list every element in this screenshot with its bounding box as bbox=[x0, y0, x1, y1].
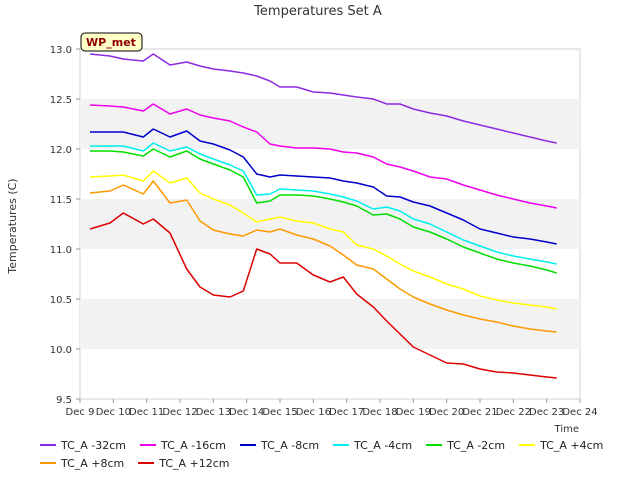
legend-item: TC_A -16cm bbox=[140, 439, 226, 452]
y-tick-label: 11.0 bbox=[50, 245, 72, 256]
legend-swatch bbox=[426, 444, 443, 446]
x-tick-label: Dec 12 bbox=[162, 407, 197, 418]
legend: TC_A -32cm TC_A -16cm TC_A -8cm TC_A -4c… bbox=[40, 436, 630, 472]
x-tick-label: Dec 22 bbox=[496, 407, 531, 418]
grid-band bbox=[80, 99, 580, 149]
legend-swatch bbox=[140, 444, 157, 446]
grid-band bbox=[80, 299, 580, 349]
x-tick-label: Dec 16 bbox=[296, 407, 331, 418]
series-line bbox=[89, 170, 557, 310]
site-badge-label: WP_met bbox=[86, 36, 136, 49]
x-tick-label: Dec 10 bbox=[96, 407, 131, 418]
y-tick-label: 10.5 bbox=[50, 295, 72, 306]
site-badge: WP_met bbox=[80, 32, 143, 52]
chart-title: Temperatures Set A bbox=[253, 4, 382, 19]
y-tick-label: 13.0 bbox=[50, 45, 72, 56]
x-tick-label: Dec 15 bbox=[262, 407, 297, 418]
legend-swatch bbox=[40, 444, 56, 446]
legend-label: TC_A +8cm bbox=[61, 456, 125, 470]
legend-swatch bbox=[519, 444, 536, 446]
y-tick-label: 11.5 bbox=[50, 195, 72, 206]
y-tick-label: 12.5 bbox=[50, 95, 72, 106]
legend-label: TC_A +12cm bbox=[159, 456, 230, 470]
series-line bbox=[89, 53, 557, 144]
y-tick-label: 10.0 bbox=[50, 345, 72, 356]
x-axis-label: Time bbox=[554, 424, 579, 435]
legend-label: TC_A -4cm bbox=[354, 438, 413, 452]
legend-item: TC_A -4cm bbox=[333, 439, 412, 452]
x-tick-label: Dec 17 bbox=[329, 407, 364, 418]
y-axis-label: Temperatures (C) bbox=[6, 178, 19, 274]
legend-item: TC_A +4cm bbox=[519, 439, 603, 452]
x-tick-label: Dec 11 bbox=[129, 407, 164, 418]
legend-label: TC_A -8cm bbox=[261, 438, 320, 452]
legend-swatch bbox=[40, 462, 56, 464]
legend-swatch bbox=[138, 462, 155, 464]
series-line bbox=[89, 212, 557, 379]
background-bands bbox=[80, 99, 580, 349]
legend-item: TC_A +12cm bbox=[138, 456, 230, 470]
x-tick-label: Dec 20 bbox=[429, 407, 464, 418]
y-tick-label: 12.0 bbox=[50, 145, 72, 156]
series-line bbox=[90, 148, 557, 274]
series-lines bbox=[89, 53, 557, 379]
y-axis: 9.5 10.0 10.5 11.0 11.5 12.0 12.5 13.0 bbox=[50, 45, 80, 406]
grid-band bbox=[80, 199, 580, 249]
legend-item: TC_A +8cm bbox=[40, 457, 124, 470]
x-tick-label: Dec 19 bbox=[396, 407, 431, 418]
legend-item: TC_A -2cm bbox=[426, 439, 505, 452]
legend-label: TC_A -32cm bbox=[61, 438, 127, 452]
y-tick-label: 9.5 bbox=[56, 395, 72, 406]
x-tick-label: Dec 23 bbox=[529, 407, 564, 418]
x-tick-label: Dec 13 bbox=[196, 407, 231, 418]
x-tick-label: Dec 14 bbox=[229, 407, 264, 418]
series-line bbox=[89, 180, 557, 333]
series-line bbox=[89, 103, 557, 209]
legend-label: TC_A +4cm bbox=[540, 438, 604, 452]
legend-label: TC_A -16cm bbox=[161, 438, 227, 452]
legend-label: TC_A -2cm bbox=[447, 438, 506, 452]
series-line bbox=[90, 128, 557, 245]
x-tick-label: Dec 21 bbox=[462, 407, 497, 418]
legend-item: TC_A -32cm bbox=[40, 439, 126, 452]
legend-item: TC_A -8cm bbox=[240, 439, 319, 452]
x-tick-label: Dec 18 bbox=[362, 407, 397, 418]
legend-swatch bbox=[333, 444, 350, 446]
x-tick-label: Dec 24 bbox=[562, 407, 597, 418]
x-tick-label: Dec 9 bbox=[66, 407, 95, 418]
series-line bbox=[90, 142, 557, 265]
legend-swatch bbox=[240, 444, 257, 446]
